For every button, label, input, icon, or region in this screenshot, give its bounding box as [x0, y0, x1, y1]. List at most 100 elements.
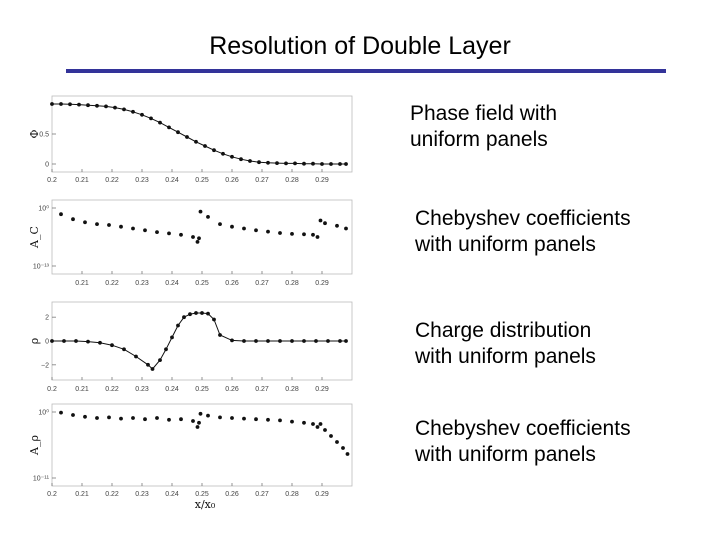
data-point — [176, 130, 180, 135]
data-point — [50, 102, 54, 106]
data-point — [239, 157, 243, 162]
data-point — [293, 161, 297, 166]
data-point — [104, 104, 108, 109]
data-point — [278, 231, 282, 235]
data-point — [275, 161, 279, 166]
caption-phase-field: Phase field with uniform panels — [410, 101, 557, 153]
data-point — [158, 358, 162, 362]
data-point — [155, 416, 159, 420]
data-point — [150, 367, 155, 371]
y-tick-label: −2 — [41, 362, 49, 369]
data-point — [242, 339, 246, 343]
x-tick-label: 0.21 — [75, 491, 89, 498]
data-point — [167, 417, 171, 422]
data-point — [318, 218, 323, 223]
x-tick-label: 0.28 — [285, 177, 299, 184]
x-axis-label: x/x₀ — [195, 498, 216, 511]
x-tick-label: 0.21 — [75, 280, 89, 287]
x-tick-label: 0.2 — [47, 177, 57, 184]
x-tick-label: 0.26 — [225, 280, 239, 287]
data-point — [302, 339, 306, 343]
series-line — [52, 312, 346, 370]
x-tick-label: 0.24 — [165, 491, 179, 498]
x-tick-label: 0.24 — [165, 280, 179, 287]
data-point — [230, 154, 234, 159]
data-point — [206, 215, 210, 219]
data-point — [62, 339, 66, 343]
data-point — [191, 419, 195, 423]
data-point — [218, 333, 222, 337]
y-tick-label: 0.5 — [39, 132, 49, 139]
x-tick-label: 0.25 — [195, 280, 209, 287]
data-point — [122, 347, 126, 352]
y-axis-label: A_ρ — [28, 435, 41, 456]
x-tick-label: 0.23 — [135, 491, 149, 498]
x-tick-label: 0.23 — [135, 386, 149, 393]
data-point — [266, 229, 270, 234]
data-point — [290, 339, 294, 343]
data-point — [344, 226, 348, 231]
caption-line: with uniform panels — [415, 233, 596, 256]
data-point — [221, 151, 225, 156]
data-point — [290, 419, 294, 424]
data-point — [335, 223, 339, 228]
data-point — [122, 107, 126, 112]
data-point — [158, 120, 162, 125]
data-point — [230, 224, 234, 229]
data-point — [320, 162, 324, 166]
data-point — [197, 420, 201, 425]
data-point — [344, 339, 348, 343]
data-point — [50, 339, 54, 343]
data-point — [315, 235, 320, 239]
data-point — [107, 223, 111, 227]
data-point — [212, 317, 216, 322]
data-point — [86, 103, 90, 108]
data-point — [266, 417, 270, 422]
y-tick-label: 10⁰ — [38, 205, 49, 213]
x-tick-label: 0.21 — [75, 386, 89, 393]
x-tick-label: 0.27 — [255, 280, 269, 287]
x-tick-label: 0.2 — [47, 491, 57, 498]
data-point — [290, 232, 294, 236]
data-point — [195, 425, 200, 429]
data-point — [266, 339, 270, 343]
data-point — [242, 416, 246, 421]
data-point — [146, 362, 150, 367]
data-point — [341, 446, 345, 450]
data-point — [119, 224, 123, 229]
data-point — [131, 226, 135, 231]
data-point — [218, 222, 222, 227]
data-point — [191, 235, 195, 239]
x-tick-label: 0.26 — [225, 386, 239, 393]
data-point — [149, 116, 153, 121]
data-point — [113, 105, 117, 110]
data-point — [143, 417, 147, 422]
data-point — [326, 339, 330, 343]
x-tick-label: 0.27 — [255, 491, 269, 498]
data-point — [198, 411, 203, 416]
data-point — [311, 161, 315, 166]
data-point — [254, 228, 258, 233]
x-tick-label: 0.21 — [75, 177, 89, 184]
data-point — [143, 228, 147, 233]
data-point — [212, 148, 216, 153]
data-point — [170, 335, 174, 340]
data-point — [155, 230, 159, 235]
x-tick-label: 0.29 — [315, 386, 329, 393]
x-tick-label: 0.26 — [225, 177, 239, 184]
data-point — [314, 339, 318, 343]
x-tick-label: 0.22 — [105, 386, 119, 393]
data-point — [338, 162, 342, 166]
y-tick-label: 10⁰ — [38, 409, 49, 417]
y-tick-label: 0 — [45, 162, 49, 169]
x-tick-label: 0.23 — [135, 280, 149, 287]
data-point — [68, 102, 72, 107]
data-point — [302, 232, 306, 237]
x-tick-label: 0.25 — [195, 491, 209, 498]
caption-line: with uniform panels — [415, 443, 596, 466]
x-tick-label: 0.27 — [255, 177, 269, 184]
data-point — [344, 162, 348, 166]
y-axis-label: ρ — [28, 338, 41, 344]
x-tick-label: 0.27 — [255, 386, 269, 393]
data-point — [134, 354, 138, 359]
